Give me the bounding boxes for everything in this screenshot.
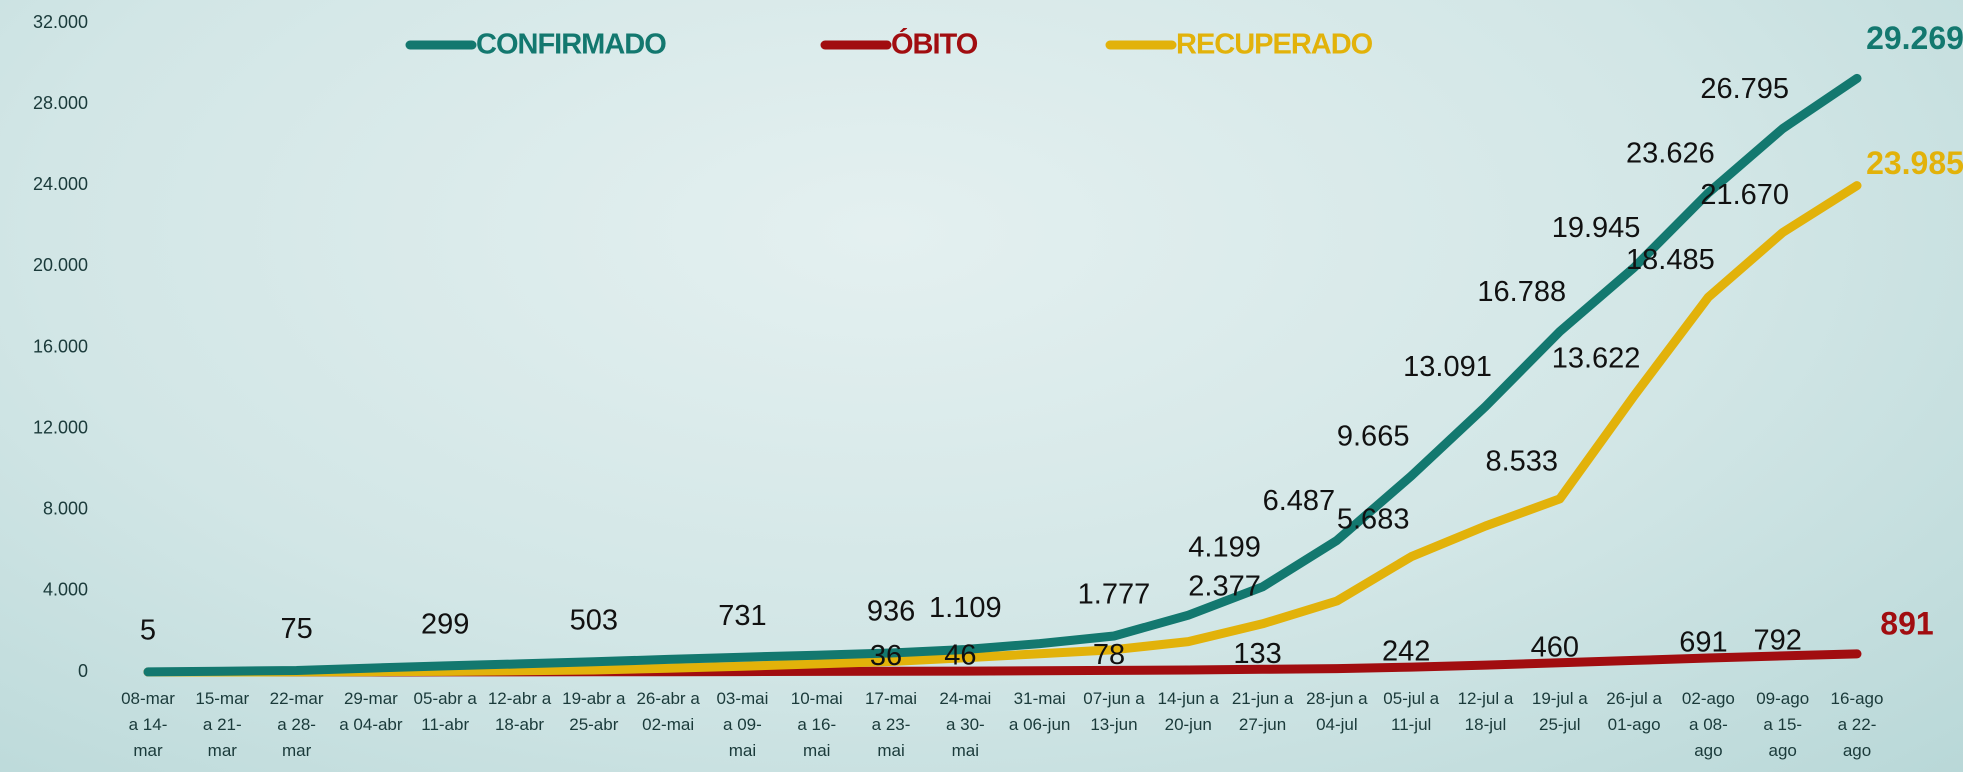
x-tick-label: 19-abr a 25-abr (562, 689, 626, 734)
x-tick-label: 19-jul a 25-jul (1531, 689, 1588, 734)
legend-label: RECUPERADO (1176, 29, 1373, 61)
data-label: 78 (1093, 639, 1125, 671)
x-tick-label: 12-jul a 18-jul (1457, 689, 1514, 734)
y-tick-label: 16.000 (33, 336, 88, 356)
data-label: 75 (280, 613, 312, 645)
x-tick-label: 08-mar a 14-mar (121, 689, 175, 760)
x-tick-label: 07-jun a 13-jun (1083, 689, 1145, 734)
data-label: 23.985 (1866, 145, 1963, 181)
data-label: 21.670 (1700, 179, 1789, 211)
data-label: 2.377 (1188, 570, 1261, 602)
data-label: 133 (1233, 638, 1281, 670)
data-label: 18.485 (1626, 244, 1715, 276)
data-label: 9.665 (1337, 421, 1410, 453)
series-line (143, 181, 1862, 677)
series-line (143, 73, 1862, 677)
data-label: 13.622 (1552, 342, 1641, 374)
x-tick-label: 26-jul a 01-ago (1606, 689, 1662, 734)
x-tick-label: 22-mar a 28-mar (269, 689, 324, 760)
x-tick-label: 26-abr a 02-mai (636, 689, 700, 734)
x-tick-label: 05-jul a 11-jul (1383, 689, 1440, 734)
x-tick-label: 28-jun a 04-jul (1306, 689, 1368, 734)
data-label: 13.091 (1403, 351, 1492, 383)
data-label: 891 (1880, 605, 1933, 641)
data-label: 503 (570, 604, 618, 636)
y-tick-label: 32.000 (33, 12, 88, 32)
y-tick-label: 24.000 (33, 174, 88, 194)
x-tick-label: 17-mai a 23-mai (865, 689, 918, 760)
data-label: 23.626 (1626, 137, 1715, 169)
data-label: 29.269 (1866, 20, 1963, 56)
data-label: 19.945 (1552, 212, 1641, 244)
data-label: 6.487 (1263, 485, 1336, 517)
x-tick-label: 21-jun a 27-jun (1231, 689, 1294, 734)
x-tick-label: 09-ago a 15-ago (1756, 689, 1810, 760)
data-label: 8.533 (1485, 446, 1558, 478)
y-tick-label: 20.000 (33, 255, 88, 275)
y-tick-label: 0 (78, 661, 88, 681)
data-label: 16.788 (1477, 276, 1566, 308)
legend-label: CONFIRMADO (476, 29, 666, 61)
x-tick-label: 05-abr a 11-abr (413, 689, 477, 734)
x-tick-label: 14-jun a 20-jun (1157, 689, 1219, 734)
data-label: 4.199 (1188, 531, 1261, 563)
x-tick-label: 24-mai a 30-mai (939, 689, 992, 760)
x-tick-label: 10-mai a 16-mai (790, 689, 843, 760)
y-tick-label: 12.000 (33, 417, 88, 437)
y-tick-label: 28.000 (33, 93, 88, 113)
x-tick-label: 03-mai a 09-mai (716, 689, 769, 760)
x-tick-label: 16-ago a 22-ago (1830, 689, 1884, 760)
y-tick-label: 8.000 (43, 499, 88, 519)
data-label: 5.683 (1337, 503, 1410, 535)
data-label: 26.795 (1700, 73, 1789, 105)
data-label: 731 (718, 600, 766, 632)
x-tick-label: 29-mar a 04-abr (339, 689, 403, 734)
data-label: 460 (1531, 631, 1579, 663)
data-label: 1.109 (929, 592, 1002, 624)
y-tick-label: 4.000 (43, 580, 88, 600)
data-label: 5 (140, 615, 156, 647)
x-tick-label: 02-ago a 08-ago (1681, 689, 1735, 760)
x-tick-label: 31-mai a 06-jun (1008, 689, 1071, 734)
data-label: 299 (421, 609, 469, 641)
data-label: 936 (867, 596, 915, 628)
data-label: 46 (944, 640, 976, 672)
data-label: 1.777 (1078, 579, 1151, 611)
data-label: 792 (1754, 625, 1802, 657)
data-label: 691 (1679, 627, 1727, 659)
data-label: 36 (870, 640, 902, 672)
legend-label: ÓBITO (891, 27, 978, 61)
data-label: 242 (1382, 636, 1430, 668)
x-tick-label: 15-mar a 21-mar (195, 689, 250, 760)
x-tick-label: 12-abr a 18-abr (487, 689, 552, 734)
